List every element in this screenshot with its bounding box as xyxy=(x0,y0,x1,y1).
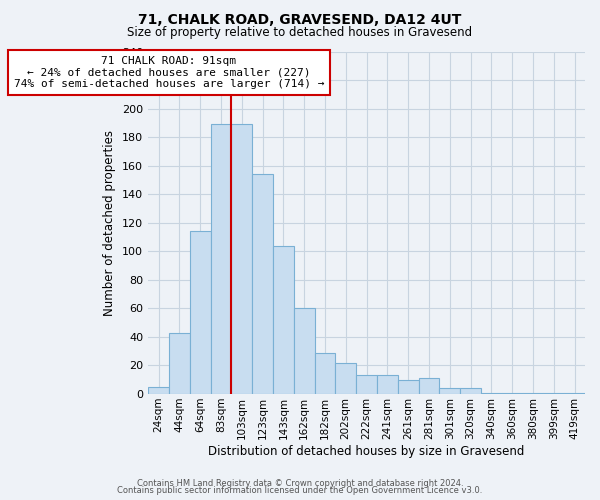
Text: Contains public sector information licensed under the Open Government Licence v3: Contains public sector information licen… xyxy=(118,486,482,495)
Bar xyxy=(460,388,481,394)
Text: 71, CHALK ROAD, GRAVESEND, DA12 4UT: 71, CHALK ROAD, GRAVESEND, DA12 4UT xyxy=(139,12,461,26)
Bar xyxy=(294,308,314,394)
Text: 71 CHALK ROAD: 91sqm
← 24% of detached houses are smaller (227)
74% of semi-deta: 71 CHALK ROAD: 91sqm ← 24% of detached h… xyxy=(14,56,324,89)
Bar xyxy=(314,352,335,394)
Bar xyxy=(273,246,294,394)
Bar xyxy=(502,392,523,394)
Y-axis label: Number of detached properties: Number of detached properties xyxy=(103,130,116,316)
Bar xyxy=(564,392,585,394)
Bar xyxy=(232,124,252,394)
Bar xyxy=(252,174,273,394)
Bar xyxy=(544,392,564,394)
Bar xyxy=(148,387,169,394)
X-axis label: Distribution of detached houses by size in Gravesend: Distribution of detached houses by size … xyxy=(208,444,525,458)
Bar xyxy=(523,392,544,394)
Text: Size of property relative to detached houses in Gravesend: Size of property relative to detached ho… xyxy=(127,26,473,39)
Bar xyxy=(419,378,439,394)
Bar xyxy=(169,332,190,394)
Text: Contains HM Land Registry data © Crown copyright and database right 2024.: Contains HM Land Registry data © Crown c… xyxy=(137,478,463,488)
Bar xyxy=(190,232,211,394)
Bar xyxy=(439,388,460,394)
Bar xyxy=(377,376,398,394)
Bar xyxy=(398,380,419,394)
Bar xyxy=(481,392,502,394)
Bar xyxy=(211,124,232,394)
Bar xyxy=(356,376,377,394)
Bar xyxy=(335,362,356,394)
